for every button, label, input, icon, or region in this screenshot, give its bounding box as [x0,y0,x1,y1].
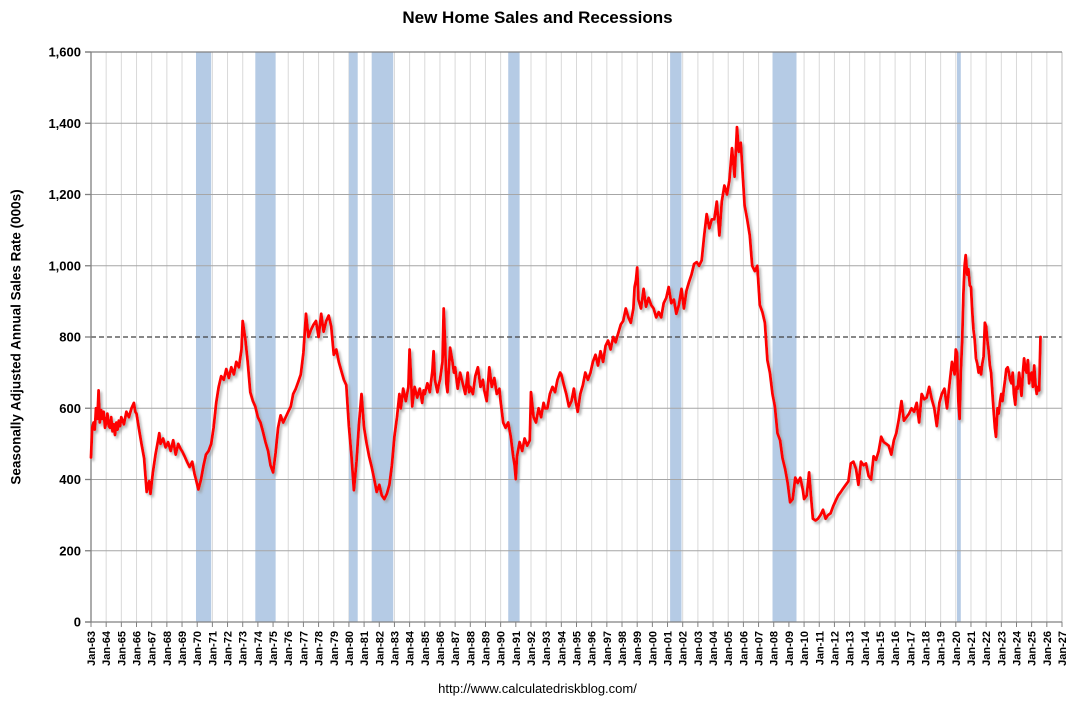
x-tick-label: Jan-85 [420,631,432,666]
x-tick-label: Jan-04 [708,630,720,666]
x-tick-label: Jan-78 [314,631,326,666]
x-tick-label: Jan-71 [207,631,219,666]
recession-band [508,52,520,622]
x-tick-label: Jan-98 [617,631,629,666]
y-tick-label: 200 [59,543,81,558]
x-tick-label: Jan-13 [845,631,857,666]
x-tick-label: Jan-66 [132,631,144,666]
x-tick-label: Jan-08 [769,631,781,666]
x-tick-label: Jan-76 [283,631,295,666]
x-tick-label: Jan-63 [86,631,98,666]
x-tick-label: Jan-26 [1042,631,1054,666]
x-tick-label: Jan-64 [101,630,113,666]
x-tick-label: Jan-80 [344,631,356,666]
x-tick-label: Jan-69 [177,631,189,666]
new-home-sales-line [89,125,1042,522]
x-tick-label: Jan-73 [238,631,250,666]
x-tick-label: Jan-00 [647,631,659,666]
x-tick-label: Jan-91 [511,631,523,666]
x-tick-label: Jan-77 [298,631,310,666]
x-tick-label: Jan-93 [541,631,553,666]
x-tick-label: Jan-70 [192,631,204,666]
y-tick-label: 0 [74,615,81,630]
x-tick-label: Jan-72 [223,631,235,666]
x-tick-label: Jan-92 [526,631,538,666]
x-tick-label: Jan-83 [389,631,401,666]
x-tick-label: Jan-06 [738,631,750,666]
x-tick-label: Jan-94 [556,630,568,666]
x-tick-label: Jan-90 [496,631,508,666]
y-tick-label: 1,000 [48,258,81,273]
chart-title: New Home Sales and Recessions [402,8,673,27]
x-tick-label: Jan-11 [814,631,826,665]
x-tick-label: Jan-01 [663,631,675,666]
y-tick-label: 800 [59,330,81,345]
x-tick-label: Jan-14 [860,630,872,666]
recession-band [255,52,276,622]
x-tick-label: Jan-03 [693,631,705,666]
x-tick-label: Jan-86 [435,631,447,666]
y-tick-label: 1,400 [48,116,81,131]
x-tick-label: Jan-79 [329,631,341,666]
x-tick-label: Jan-02 [678,631,690,666]
source-url: http://www.calculatedriskblog.com/ [438,681,637,696]
x-tick-label: Jan-68 [162,631,174,666]
x-tick-label: Jan-97 [602,631,614,666]
x-tick-label: Jan-17 [905,631,917,666]
y-tick-label: 1,200 [48,187,81,202]
x-tick-label: Jan-99 [632,631,644,666]
x-tick-label: Jan-25 [1027,631,1039,666]
x-tick-label: Jan-20 [951,631,963,666]
x-tick-label: Jan-18 [920,631,932,666]
x-tick-label: Jan-23 [996,631,1008,666]
x-tick-label: Jan-19 [936,631,948,666]
x-tick-label: Jan-65 [116,631,128,666]
x-tick-label: Jan-07 [754,631,766,666]
x-tick-label: Jan-88 [465,631,477,666]
x-tick-label: Jan-16 [890,631,902,666]
recession-band [348,52,358,622]
x-tick-label: Jan-87 [450,631,462,666]
x-tick-label: Jan-89 [480,631,492,666]
y-tick-label: 1,600 [48,45,81,60]
x-tick-label: Jan-22 [981,631,993,666]
x-tick-label: Jan-12 [829,631,841,666]
x-tick-label: Jan-95 [572,631,584,666]
x-tick-label: Jan-27 [1057,631,1069,666]
x-tick-label: Jan-82 [374,631,386,666]
x-tick-label: Jan-96 [587,631,599,666]
x-tick-label: Jan-10 [799,631,811,666]
y-tick-label: 400 [59,472,81,487]
y-tick-label: 600 [59,401,81,416]
x-tick-label: Jan-74 [253,630,265,666]
x-tick-label: Jan-15 [875,631,887,666]
x-tick-label: Jan-05 [723,631,735,666]
x-tick-label: Jan-09 [784,631,796,666]
x-tick-label: Jan-81 [359,631,371,666]
x-tick-label: Jan-24 [1011,630,1023,666]
recession-band [772,52,797,622]
x-tick-label: Jan-21 [966,631,978,666]
x-tick-label: Jan-84 [405,630,417,666]
x-tick-label: Jan-75 [268,631,280,666]
x-tick-label: Jan-67 [147,631,159,666]
